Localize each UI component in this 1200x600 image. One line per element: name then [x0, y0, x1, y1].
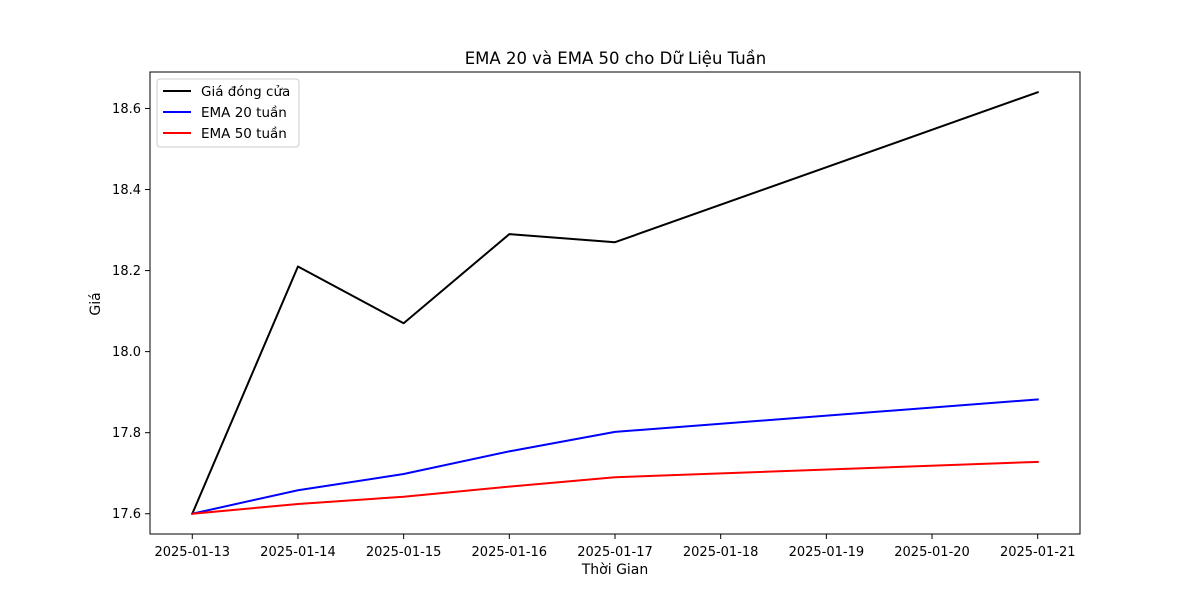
x-tick-label: 2025-01-18	[683, 545, 759, 560]
y-tick-label: 18.2	[112, 264, 141, 279]
y-tick-label: 17.6	[112, 507, 141, 522]
x-tick-label: 2025-01-16	[472, 545, 548, 560]
chart-title: EMA 20 và EMA 50 cho Dữ Liệu Tuần	[465, 49, 767, 68]
x-tick-label: 2025-01-14	[260, 545, 336, 560]
series-line-3	[191, 460, 1039, 515]
x-tick-label: 2025-01-15	[366, 545, 442, 560]
legend-box	[156, 78, 300, 148]
y-tick-label: 18.4	[112, 183, 141, 198]
legend-label: EMA 50 tuần	[201, 126, 287, 142]
legend: Giá đóng cửa EMA 20 tuần EMA 50 tuần	[156, 78, 300, 148]
legend-label: Giá đóng cửa	[201, 84, 290, 100]
y-tick-label: 18.6	[112, 102, 141, 117]
series-line-1	[190, 90, 1040, 516]
series-line-2	[191, 398, 1039, 515]
y-axis-label: Giá	[88, 292, 104, 315]
x-axis-label: Thời Gian	[581, 562, 649, 578]
legend-label: EMA 20 tuần	[201, 105, 287, 121]
x-tick-label: 2025-01-20	[894, 545, 970, 560]
x-tick-label: 2025-01-13	[154, 545, 230, 560]
x-tick-label: 2025-01-17	[577, 545, 653, 560]
x-tick-label: 2025-01-19	[789, 545, 865, 560]
x-tick-label: 2025-01-21	[1000, 545, 1076, 560]
y-tick-label: 17.8	[112, 426, 141, 441]
y-tick-label: 18.0	[112, 345, 141, 360]
